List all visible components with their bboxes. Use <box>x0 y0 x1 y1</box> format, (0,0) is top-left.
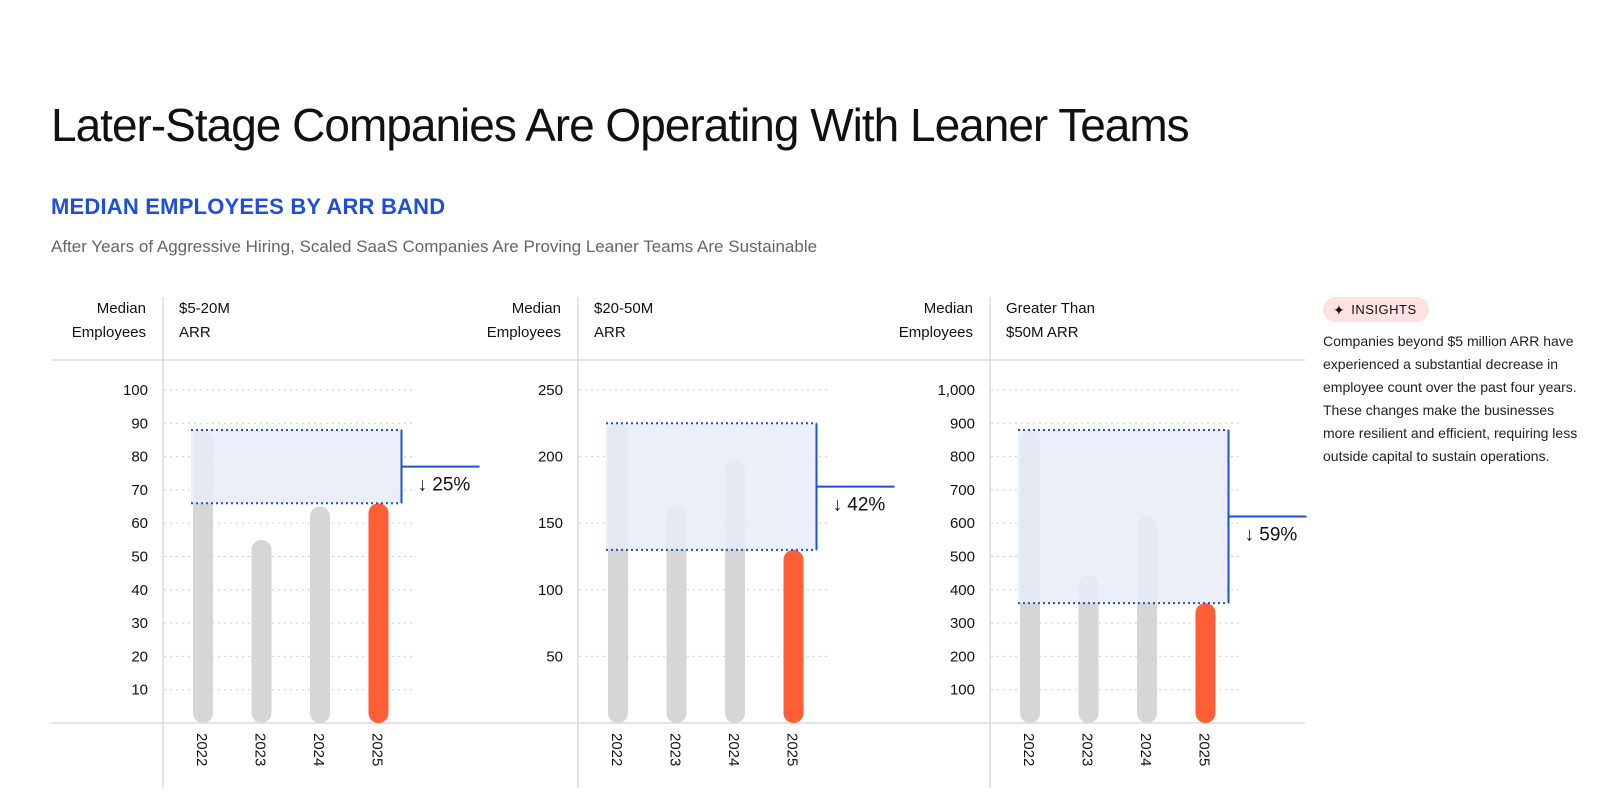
y-tick-label: 500 <box>950 549 975 566</box>
y-tick-label: 600 <box>950 515 975 532</box>
x-tick-label: 2023 <box>667 733 684 766</box>
x-tick-label: 2025 <box>369 733 386 766</box>
x-tick-label: 2023 <box>1079 733 1096 766</box>
y-tick-label: 30 <box>131 615 148 632</box>
arr-band-label: $50M ARR <box>1006 324 1079 341</box>
x-tick-label: 2023 <box>252 733 269 766</box>
insights-text: Companies beyond $5 million ARR have exp… <box>1323 333 1578 464</box>
y-tick-label: 90 <box>131 415 148 432</box>
y-tick-label: 60 <box>131 515 148 532</box>
page-title: Later-Stage Companies Are Operating With… <box>51 99 1190 151</box>
x-tick-label: 2022 <box>608 733 625 766</box>
chart-panel-3: Median Employees Greater Than $50M ARR 100 20… <box>899 297 1307 788</box>
y-tick-label: 200 <box>950 648 975 665</box>
y-tick-label: 1,000 <box>937 382 975 399</box>
change-band <box>606 423 817 550</box>
change-label: ↓ 59% <box>1245 525 1298 546</box>
y-tick-label: 400 <box>950 582 975 599</box>
insights-panel: ✦ INSIGHTS Companies beyond $5 million A… <box>1323 297 1578 468</box>
y-tick-label: 700 <box>950 482 975 499</box>
x-tick-label: 2024 <box>1137 733 1154 766</box>
y-tick-label: 200 <box>538 449 563 466</box>
x-tick-label: 2024 <box>310 733 327 766</box>
change-label: ↓ 25% <box>418 475 471 496</box>
y-axis-label: Employees <box>487 324 561 341</box>
sparkle-icon: ✦ <box>1333 301 1346 318</box>
arr-band-label: ARR <box>179 324 211 341</box>
x-tick-label: 2025 <box>1196 733 1213 766</box>
insights-badge: ✦ INSIGHTS <box>1323 297 1429 322</box>
y-tick-label: 800 <box>950 449 975 466</box>
arr-band-label: $5-20M <box>179 300 230 317</box>
chart-subtitle: MEDIAN EMPLOYEES BY ARR BAND <box>51 194 446 219</box>
y-axis-label: Median <box>97 300 146 317</box>
bar <box>251 539 272 723</box>
y-tick-label: 250 <box>538 382 563 399</box>
change-label: ↓ 42% <box>833 495 886 516</box>
y-tick-label: 50 <box>131 549 148 566</box>
y-axis-label: Employees <box>899 324 973 341</box>
bar-highlight <box>783 549 804 723</box>
chart-description: After Years of Aggressive Hiring, Scaled… <box>51 237 818 256</box>
y-tick-label: 40 <box>131 582 148 599</box>
y-tick-label: 100 <box>950 682 975 699</box>
bar <box>666 504 687 723</box>
insights-badge-label: INSIGHTS <box>1351 302 1417 317</box>
change-band <box>191 429 402 504</box>
x-tick-label: 2022 <box>1020 733 1037 766</box>
y-axis-label: Median <box>924 300 973 317</box>
y-tick-label: 150 <box>538 515 563 532</box>
bar-highlight <box>368 503 389 723</box>
change-band <box>1018 429 1229 604</box>
bar <box>310 506 330 723</box>
bar <box>1078 574 1099 723</box>
arr-band-label: $20-50M <box>594 300 653 317</box>
y-axis-label: Median <box>512 300 561 317</box>
y-axis-label: Employees <box>72 324 146 341</box>
y-tick-label: 70 <box>131 482 148 499</box>
y-tick-label: 100 <box>123 382 148 399</box>
y-tick-label: 50 <box>546 648 563 665</box>
y-tick-label: 300 <box>950 615 975 632</box>
chart-panel-1: Median Employees $5-20M ARR 10 20 30 40 50 60 70 80… <box>72 297 480 788</box>
y-tick-label: 10 <box>131 682 148 699</box>
arr-band-label: Greater Than <box>1006 300 1095 317</box>
chart-panel-2: Median Employees $20-50M ARR 50 100 150 200 250 ↓… <box>487 297 895 788</box>
y-tick-label: 80 <box>131 449 148 466</box>
bar-highlight <box>1195 603 1216 723</box>
x-tick-label: 2025 <box>784 733 801 766</box>
y-tick-label: 100 <box>538 582 563 599</box>
arr-band-label: ARR <box>594 324 626 341</box>
x-tick-label: 2022 <box>193 733 210 766</box>
y-tick-label: 900 <box>950 415 975 432</box>
x-tick-label: 2024 <box>725 733 742 766</box>
y-tick-label: 20 <box>131 648 148 665</box>
